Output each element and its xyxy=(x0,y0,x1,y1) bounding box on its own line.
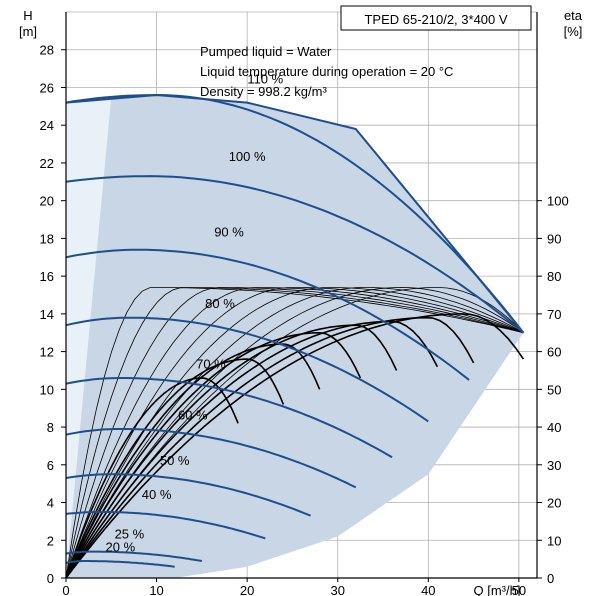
y2-tick-label: 90 xyxy=(547,231,561,246)
y-tick-label: 4 xyxy=(47,496,54,511)
y-tick-label: 16 xyxy=(40,269,54,284)
speed-curve-label: 20 % xyxy=(106,540,136,555)
y-tick-label: 18 xyxy=(40,231,54,246)
x-tick-label: 30 xyxy=(330,583,344,596)
efficiency-curve xyxy=(65,287,524,579)
head-curve xyxy=(65,377,393,459)
x-tick-label: 10 xyxy=(149,583,163,596)
y2-tick-label: 70 xyxy=(547,307,561,322)
y2-tick-label: 80 xyxy=(547,269,561,284)
y-tick-label: 8 xyxy=(47,420,54,435)
x-tick-label: 50 xyxy=(512,583,526,596)
speed-curve-label: 50 % xyxy=(160,453,190,468)
speed-curve-label: 60 % xyxy=(178,408,208,423)
note-density: Density = 998.2 kg/m³ xyxy=(200,84,327,99)
y-axis-unit: [m] xyxy=(19,24,37,39)
efficiency-curve xyxy=(65,332,362,579)
max-head-curve xyxy=(65,93,525,334)
y-tick-label: 22 xyxy=(40,156,54,171)
y2-tick-label: 10 xyxy=(547,533,561,548)
y-tick-label: 24 xyxy=(40,118,54,133)
efficiency-curve xyxy=(65,287,524,579)
efficiency-curves xyxy=(65,287,525,579)
axes xyxy=(65,12,538,579)
note-liquid: Pumped liquid = Water xyxy=(200,44,332,59)
efficiency-curve xyxy=(65,287,524,579)
y-tick-label: 28 xyxy=(40,43,54,58)
y2-tick-label: 20 xyxy=(547,496,561,511)
efficiency-curve xyxy=(65,358,285,579)
efficiency-curve xyxy=(65,343,321,579)
head-curve xyxy=(65,560,175,568)
y-tick-label: 26 xyxy=(40,80,54,95)
head-curves xyxy=(65,93,525,568)
head-curve xyxy=(65,428,357,489)
head-curve xyxy=(65,511,266,540)
y-tick-label: 10 xyxy=(40,382,54,397)
efficiency-curve xyxy=(65,320,439,579)
x-axis-label: Q [m³/h] xyxy=(474,583,521,596)
head-curve xyxy=(65,550,203,562)
curve-labels: 110 % 100 % 90 % 80 % 70 % 60 % 50 % 40 % 25 %20… xyxy=(106,72,284,555)
head-curve xyxy=(65,316,429,423)
y-tick-label: 20 xyxy=(40,194,54,209)
y2-tick-label: 40 xyxy=(547,420,561,435)
speed-curve-label: 80 % xyxy=(205,296,235,311)
speed-curve-label: 25 % xyxy=(115,526,145,541)
y-tick-label: 12 xyxy=(40,345,54,360)
y2-axis-unit: [%] xyxy=(564,24,583,39)
head-curve xyxy=(65,473,311,517)
y2-tick-label: 0 xyxy=(547,571,554,586)
ticks: 0 10 20 30 40 5002468101214161820222426280102… xyxy=(40,43,569,596)
note-temperature: Liquid temperature during operation = 20… xyxy=(200,64,453,79)
efficiency-curve xyxy=(65,287,524,579)
y2-tick-label: 50 xyxy=(547,382,561,397)
speed-curve-label: 70 % xyxy=(196,357,226,372)
efficiency-curve xyxy=(65,316,475,579)
efficiency-curve xyxy=(65,287,524,579)
chart-title: TPED 65-210/2, 3*400 V xyxy=(364,12,507,27)
efficiency-curve xyxy=(65,324,398,579)
head-curve xyxy=(65,175,525,334)
y-tick-label: 14 xyxy=(40,307,54,322)
y2-tick-label: 60 xyxy=(547,345,561,360)
y-axis-label: H xyxy=(23,8,32,23)
y-tick-label: 2 xyxy=(47,533,54,548)
speed-curve-label: 90 % xyxy=(214,225,244,240)
head-curve xyxy=(65,248,470,381)
x-tick-label: 0 xyxy=(62,583,69,596)
title-box xyxy=(340,5,532,31)
speed-curve-label: 110 % xyxy=(247,72,283,87)
efficiency-curve xyxy=(65,313,525,579)
speed-curve-label: 40 % xyxy=(142,487,172,502)
y2-tick-label: 100 xyxy=(547,194,569,209)
efficiency-curve xyxy=(65,377,239,579)
head-curve xyxy=(65,93,525,334)
y-tick-label: 6 xyxy=(47,458,54,473)
y-tick-label: 0 xyxy=(47,571,54,586)
speed-curve-label: 100 % xyxy=(229,149,266,164)
x-tick-label: 40 xyxy=(421,583,435,596)
x-tick-label: 20 xyxy=(240,583,254,596)
y2-tick-label: 30 xyxy=(547,458,561,473)
y2-axis-label: eta xyxy=(564,8,583,23)
